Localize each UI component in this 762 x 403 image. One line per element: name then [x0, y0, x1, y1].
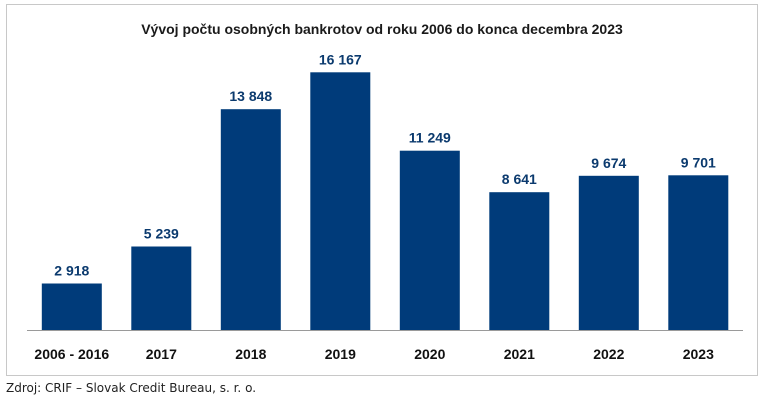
- bar-value-label: 9 674: [591, 155, 626, 171]
- bar-value-label: 9 701: [681, 154, 716, 170]
- x-tick-label: 2021: [504, 346, 535, 362]
- source-note: Zdroj: CRIF – Slovak Credit Bureau, s. r…: [6, 381, 257, 395]
- x-tick-label: 2019: [325, 346, 356, 362]
- bar-value-label: 16 167: [319, 51, 362, 67]
- x-tick-label: 2020: [414, 346, 445, 362]
- bar-value-label: 8 641: [502, 171, 537, 187]
- bar-value-label: 13 848: [229, 88, 272, 104]
- x-tick-label: 2022: [593, 346, 624, 362]
- bar-value-label: 5 239: [144, 226, 179, 242]
- bar: [131, 246, 192, 330]
- chart-frame: Vývoj počtu osobných bankrotov od roku 2…: [6, 4, 758, 376]
- bar: [220, 109, 281, 330]
- bar: [668, 175, 729, 330]
- x-tick-label: 2018: [235, 346, 266, 362]
- bar-value-label: 11 249: [409, 130, 451, 146]
- x-tick-label: 2023: [683, 346, 714, 362]
- bar: [310, 72, 371, 331]
- bar: [578, 175, 639, 330]
- x-tick-label: 2006 - 2016: [34, 346, 109, 362]
- bar: [41, 283, 102, 330]
- chart-title: Vývoj počtu osobných bankrotov od roku 2…: [141, 21, 623, 37]
- bar: [489, 192, 550, 330]
- x-tick-label: 2017: [146, 346, 177, 362]
- bar: [399, 150, 460, 330]
- bar-value-label: 2 918: [54, 263, 89, 279]
- bar-chart-plot: 2 918 2006 - 2016 5 239 2017 13 848 2018 16 16…: [27, 51, 743, 362]
